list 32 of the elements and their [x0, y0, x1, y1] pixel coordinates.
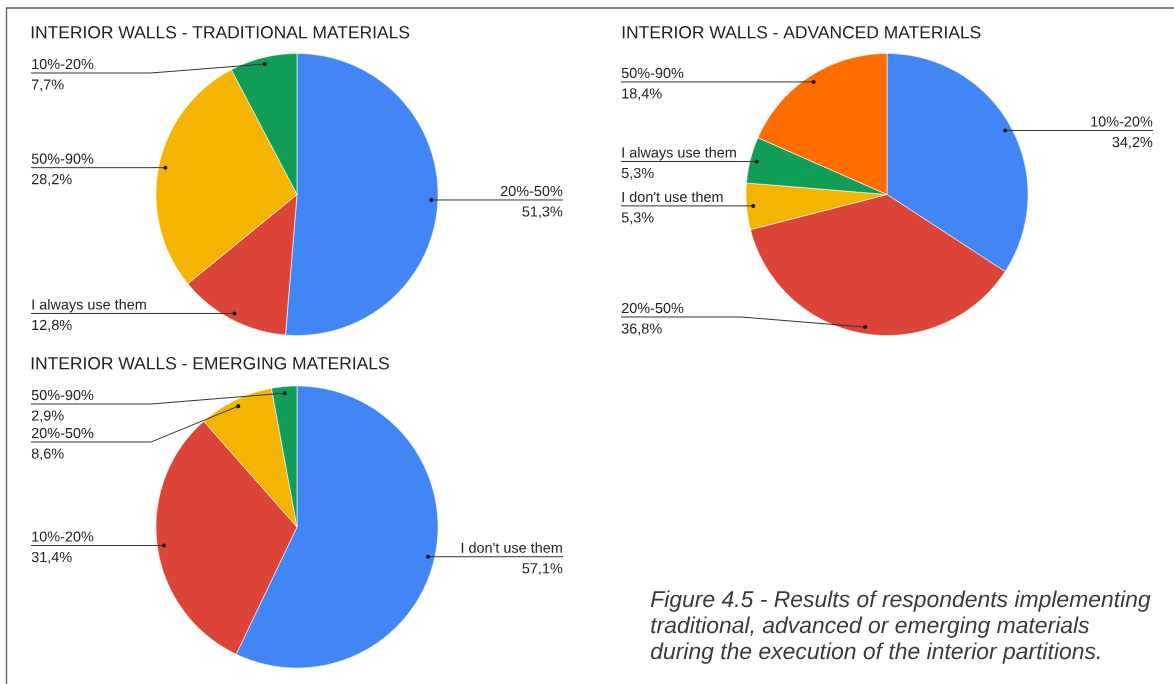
- data-label: 12,8%: [32, 319, 72, 332]
- slice-label: 10%-20%: [1091, 116, 1153, 127]
- slice-label: 50%-90%: [621, 67, 684, 79]
- slice-label: 50%-90%: [31, 153, 94, 164]
- data-label: 5,3%: [621, 167, 654, 180]
- slice-label: 20%-50%: [621, 302, 684, 314]
- data-label: 57,1%: [522, 563, 563, 576]
- slice-label: 50%-90%: [31, 389, 94, 401]
- data-label: 51,3%: [522, 206, 563, 219]
- data-label: 5,3%: [621, 212, 654, 225]
- slice-label: 10%-20%: [32, 531, 94, 542]
- slice-label: 20%-50%: [500, 185, 563, 197]
- slice-label: I always use them: [32, 298, 146, 313]
- text: traditional, advanced or emerging materials: [651, 616, 1090, 638]
- data-label: 7,7%: [31, 79, 64, 92]
- data-label: 28,2%: [31, 174, 72, 186]
- text: during the execution of the interior partitions.: [650, 642, 1100, 664]
- chart-title: INTERIOR WALLS - TRADITIONAL MATERIALS: [31, 26, 410, 39]
- chart-title: INTERIOR WALLS - EMERGING MATERIALS: [31, 357, 389, 370]
- data-label: 31,4%: [31, 551, 72, 564]
- chart-title: INTERIOR WALLS - ADVANCED MATERIALS: [622, 26, 981, 39]
- data-label: 34,2%: [1112, 136, 1153, 149]
- slice-label: 20%-50%: [31, 427, 94, 439]
- data-label: 2,9%: [31, 410, 64, 423]
- data-label: 18,4%: [622, 88, 662, 101]
- slice-label: I don't use them: [461, 542, 562, 553]
- data-label: 8,6%: [31, 448, 64, 461]
- slice-label: I don't use them: [622, 191, 723, 203]
- data-label: 36,8%: [621, 323, 662, 336]
- slice-label: 10%-20%: [32, 58, 94, 70]
- slice-label: I always use them: [622, 147, 736, 161]
- caption: Figure 4.5 - Results of respondents implementing: [650, 590, 1151, 612]
